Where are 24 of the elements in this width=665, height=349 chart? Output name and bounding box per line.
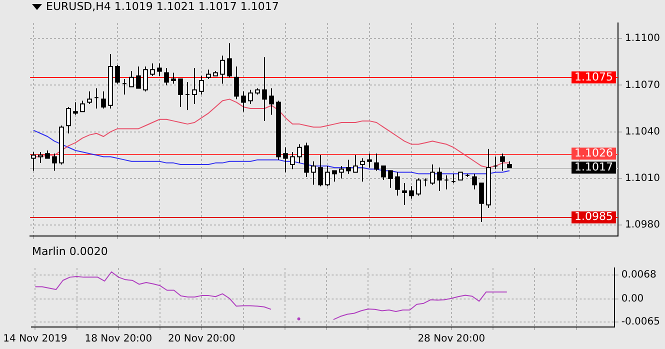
y-tick-label: 1.1100 [625,33,660,44]
y-tick-label: -0.0065 [621,316,660,328]
chart-title: Marlin 0.0020 [32,245,108,259]
ref-line-label: 1.1017 [574,160,614,174]
y-tick-label: 1.0980 [625,220,660,231]
candlestick [94,88,99,110]
y-tick-label: 1.1070 [625,80,660,91]
ref-line-label: 1.1075 [574,70,614,84]
candlestick [493,156,498,170]
ref-line-label: 1.0985 [574,210,614,224]
y-tick-label: 0.00 [621,294,644,305]
x-tick-label: 14 Nov 2019 [3,334,68,345]
x-tick-label: 20 Nov 20:00 [168,334,236,345]
y-tick-label: 0.0068 [621,270,656,281]
ref-line-label: 1.1026 [574,146,614,160]
y-tick-label: 1.1040 [625,126,660,138]
candlestick [451,173,456,184]
x-tick-label: 28 Nov 20:00 [418,334,486,345]
candlestick [185,82,190,111]
chart-title: EURUSD,H4 1.1019 1.1021 1.1017 1.1017 [46,0,279,14]
y-tick-label: 1.1010 [625,173,660,184]
candlestick [122,78,127,96]
candlestick [444,174,449,190]
x-tick-label: 18 Nov 20:00 [84,334,152,345]
